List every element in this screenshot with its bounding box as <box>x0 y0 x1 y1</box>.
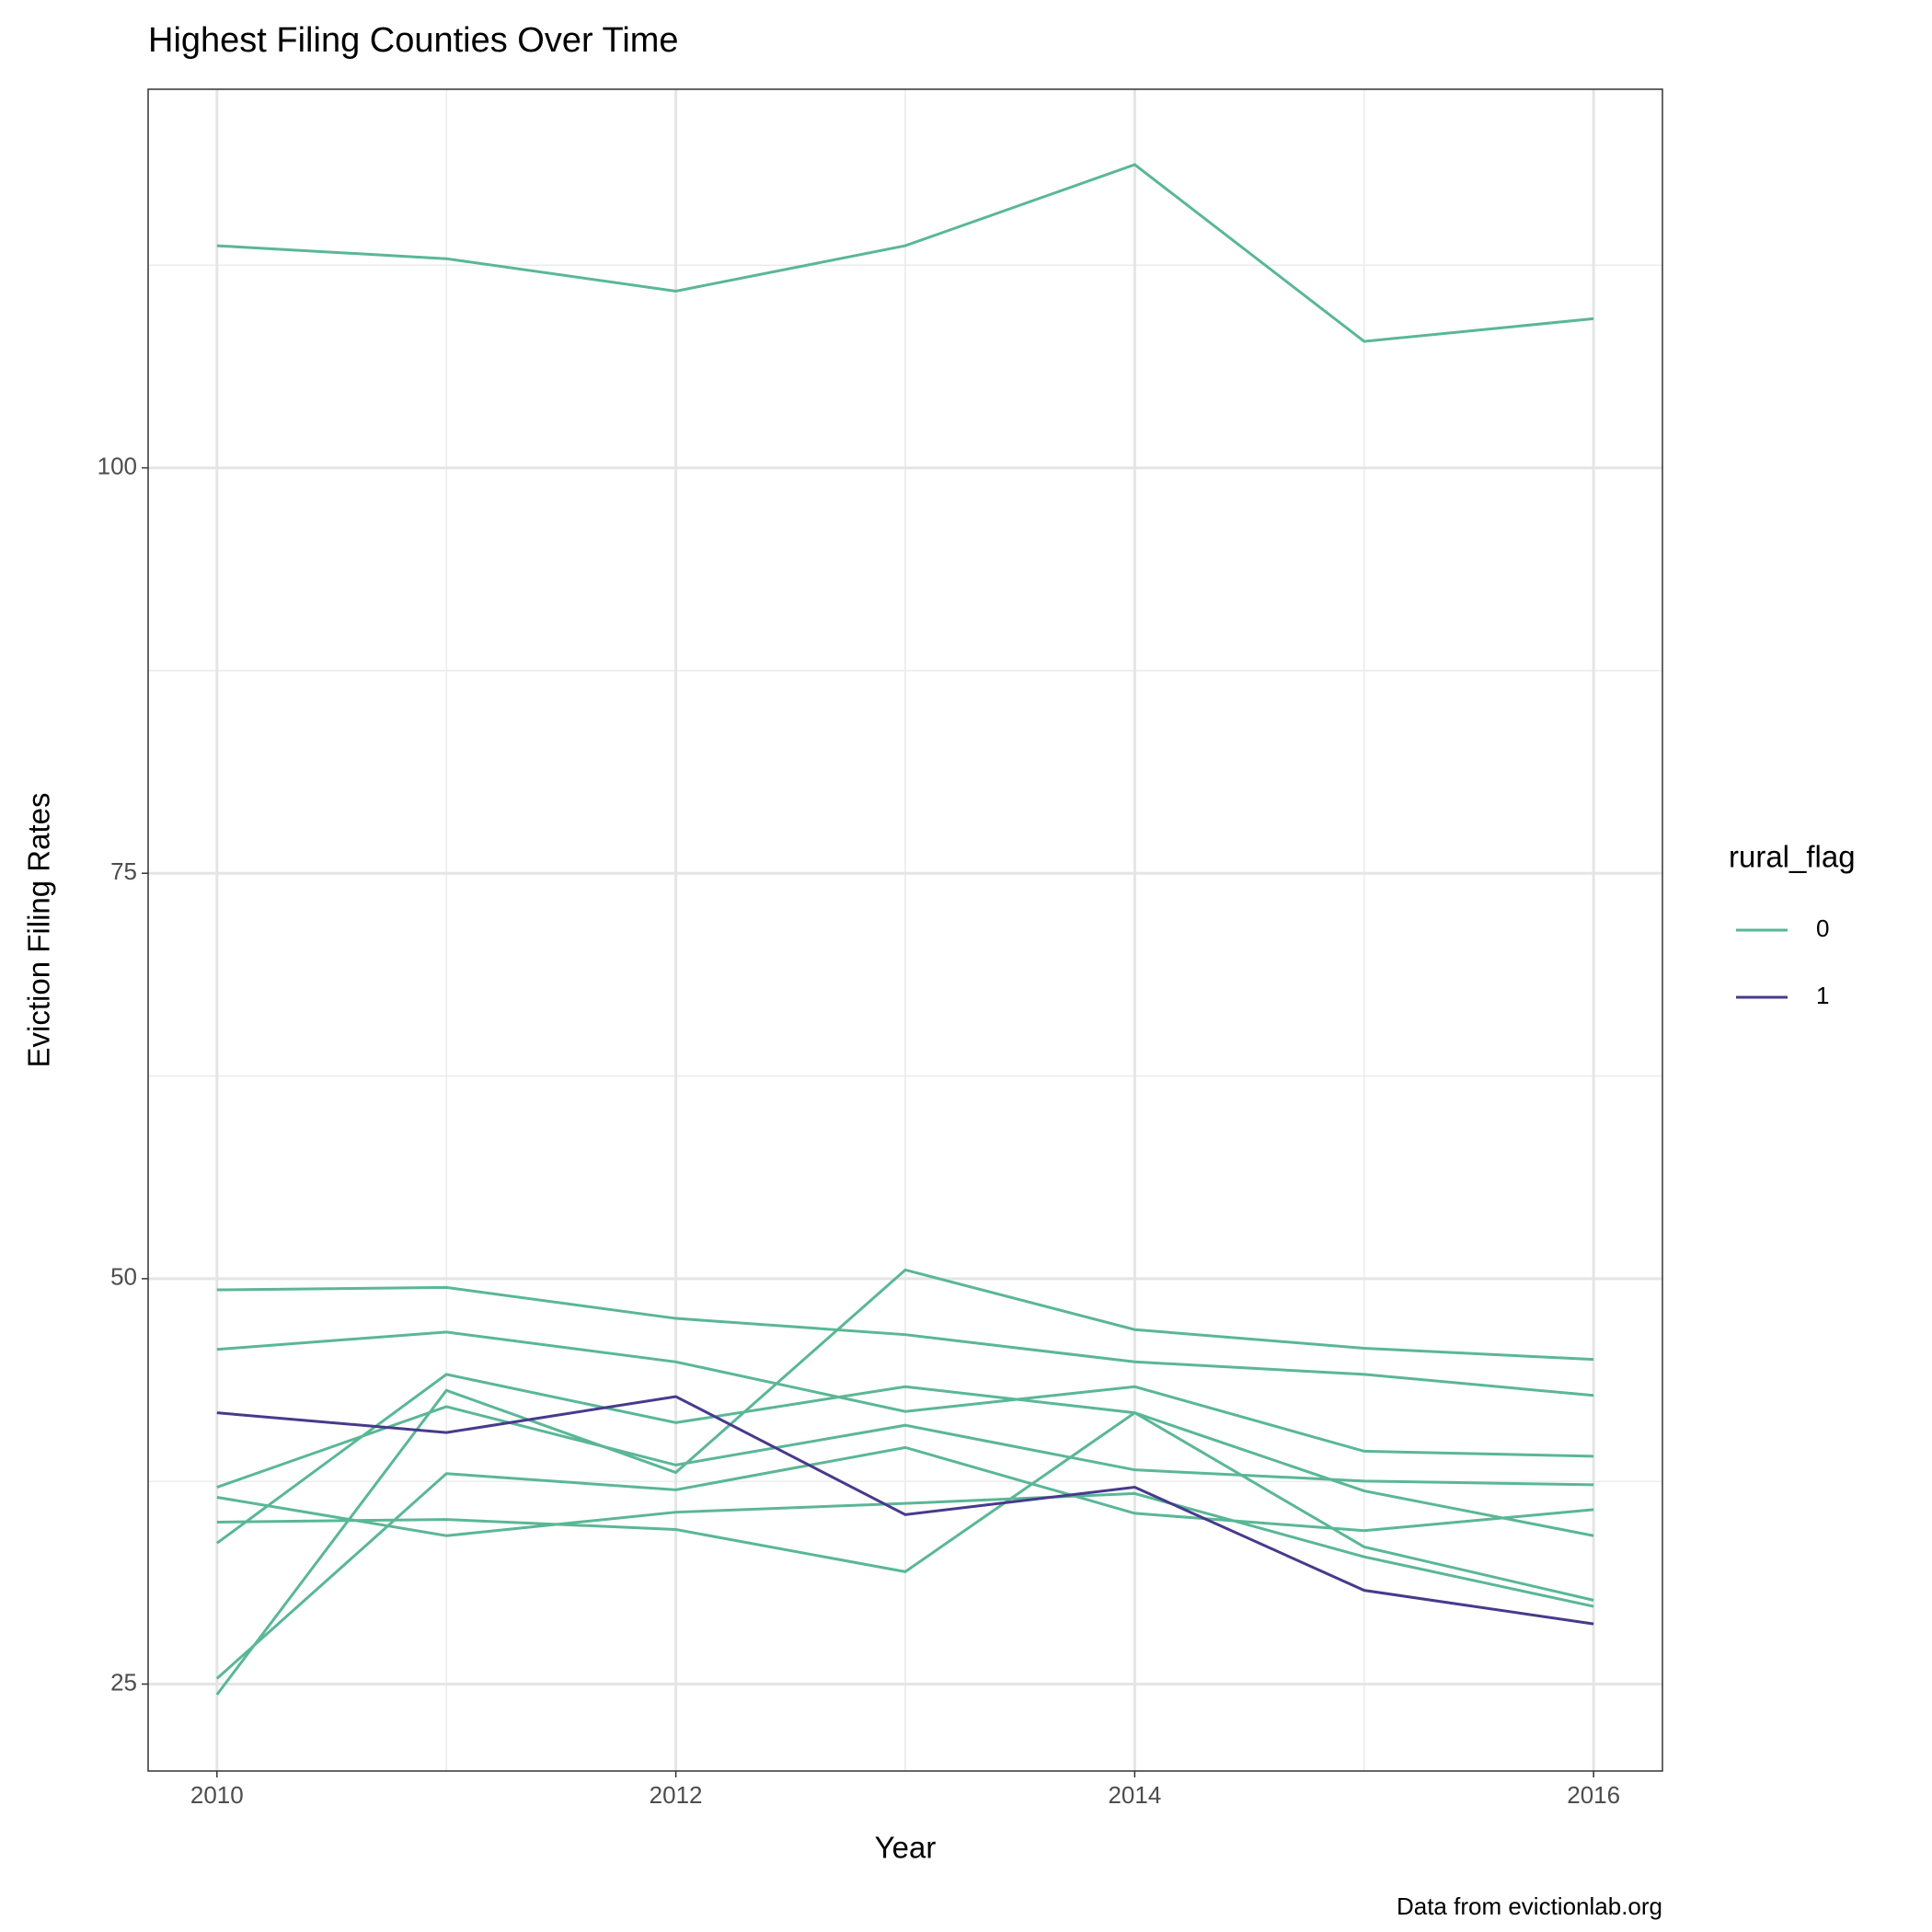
y-axis-label: Eviction Filing Rates <box>22 793 56 1068</box>
legend-label: 0 <box>1816 914 1829 942</box>
series-line <box>215 1373 1594 1545</box>
x-tick-label: 2016 <box>1567 1781 1620 1809</box>
y-tick-label: 75 <box>110 857 137 885</box>
plot-border <box>147 88 1663 1772</box>
series-line <box>216 1395 1594 1626</box>
series-line <box>216 1405 1594 1489</box>
legend-label: 1 <box>1816 982 1829 1009</box>
chart-title: Highest Filing Counties Over Time <box>148 21 679 60</box>
x-tick-label: 2012 <box>650 1781 703 1809</box>
caption: Data from evictionlab.org <box>1397 1892 1662 1920</box>
series-line <box>215 1445 1594 1680</box>
series-line <box>215 1268 1594 1696</box>
series-line <box>216 1410 1594 1602</box>
x-tick-label: 2014 <box>1108 1781 1161 1809</box>
series-line <box>216 1330 1594 1458</box>
y-tick-label: 25 <box>110 1668 137 1696</box>
x-axis-label: Year <box>875 1831 937 1865</box>
series-line <box>216 1491 1594 1608</box>
y-tick-label: 50 <box>110 1263 137 1291</box>
series-line <box>216 1285 1594 1397</box>
legend-title: rural_flag <box>1729 840 1856 874</box>
x-tick-label: 2010 <box>190 1781 244 1809</box>
series-line <box>216 163 1594 343</box>
y-tick-label: 100 <box>98 452 137 479</box>
